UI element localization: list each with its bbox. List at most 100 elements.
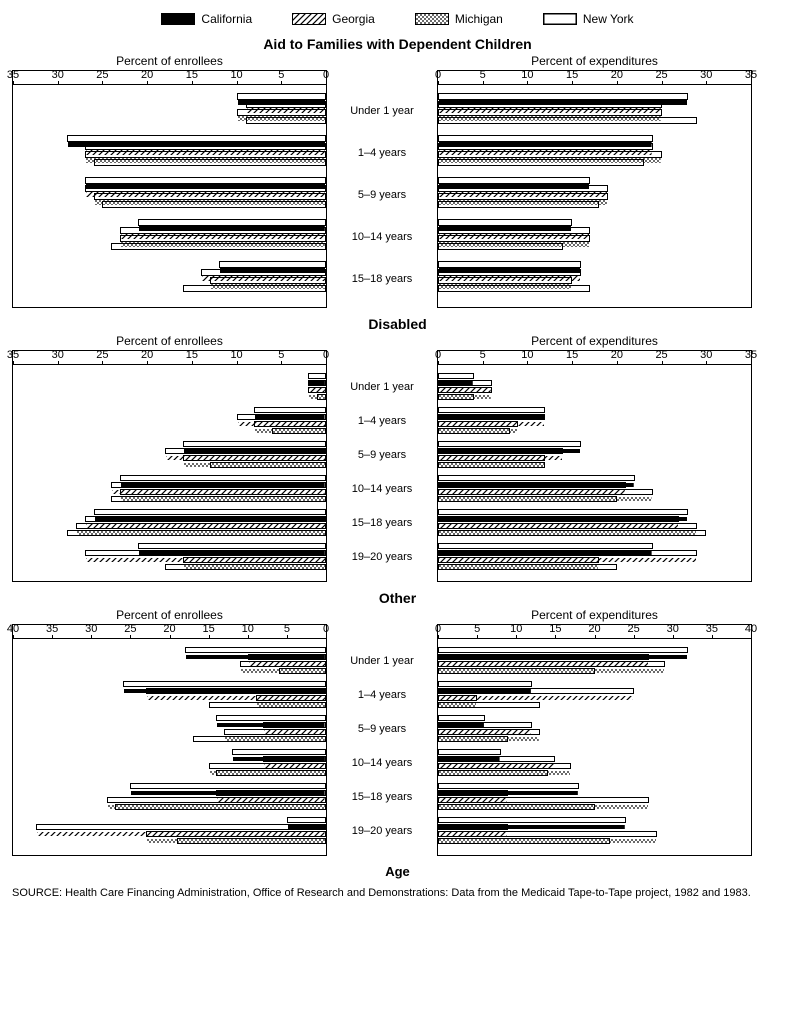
- bar: [438, 101, 662, 108]
- bar: [438, 380, 492, 386]
- tick-label: 25: [96, 349, 108, 361]
- tick-label: 0: [435, 69, 441, 81]
- tick-label: 5: [278, 69, 284, 81]
- bar: [438, 421, 518, 427]
- category-label: 19–20 years: [327, 540, 437, 574]
- bar: [263, 722, 326, 728]
- tick-label: 10: [230, 349, 242, 361]
- bar: [438, 550, 697, 556]
- tick-label: 35: [7, 69, 19, 81]
- category-label: Under 1 year: [327, 90, 437, 132]
- tick-label: 35: [706, 623, 718, 635]
- tick-label: 0: [323, 349, 329, 361]
- bar: [438, 185, 608, 192]
- bar: [115, 804, 326, 810]
- bar: [438, 482, 626, 488]
- axis-title-right: Percent of expenditures: [437, 608, 752, 624]
- bar: [237, 414, 326, 420]
- bar: [85, 185, 326, 192]
- bar: [185, 647, 326, 653]
- bar: [438, 523, 697, 529]
- bar: [308, 373, 326, 379]
- bar: [438, 509, 688, 515]
- bar: [130, 783, 326, 789]
- tick-label: 10: [510, 623, 522, 635]
- bar: [438, 243, 563, 250]
- bar: [438, 783, 579, 789]
- axis-ticks: 0510152025303540: [438, 625, 751, 639]
- swatch-diag: [292, 13, 326, 25]
- bar: [224, 729, 326, 735]
- bar: [246, 101, 326, 108]
- bar: [438, 756, 555, 762]
- tick-label: 15: [186, 69, 198, 81]
- bar: [438, 702, 540, 708]
- bar: [438, 373, 474, 379]
- chart-left: 0510152025303540: [12, 624, 327, 856]
- bar: [438, 407, 545, 413]
- bar: [438, 428, 510, 434]
- bar: [94, 509, 327, 515]
- tick-label: 0: [435, 349, 441, 361]
- bar: [438, 93, 688, 100]
- legend-label: New York: [583, 12, 634, 26]
- bar: [272, 428, 326, 434]
- axis-ticks: 05101520253035: [13, 351, 326, 365]
- tick-label: 25: [124, 623, 136, 635]
- bar: [438, 722, 532, 728]
- bar: [438, 681, 532, 687]
- bar: [209, 763, 326, 769]
- bar: [183, 441, 326, 447]
- bar: [111, 482, 326, 488]
- bar: [120, 489, 326, 495]
- tick-label: 10: [521, 349, 533, 361]
- bar: [438, 117, 697, 124]
- bar: [438, 817, 626, 823]
- axis-title-left: Percent of enrollees: [12, 54, 327, 70]
- category-label: 10–14 years: [327, 472, 437, 506]
- bar: [438, 654, 649, 660]
- tick-label: 20: [141, 69, 153, 81]
- bar: [138, 543, 326, 549]
- bar: [438, 201, 599, 208]
- bar: [183, 557, 326, 563]
- bar: [438, 770, 548, 776]
- category-label: Under 1 year: [327, 644, 437, 678]
- bar: [216, 770, 326, 776]
- chart-left: 05101520253035: [12, 70, 327, 308]
- bar: [256, 695, 326, 701]
- bar: [438, 838, 610, 844]
- category-labels: Under 1 year1–4 years5–9 years10–14 year…: [327, 350, 437, 582]
- bar: [183, 285, 326, 292]
- tick-label: 10: [230, 69, 242, 81]
- bar: [438, 695, 477, 701]
- bar: [438, 109, 662, 116]
- axis-title-left: Percent of enrollees: [12, 334, 327, 350]
- tick-label: 20: [611, 69, 623, 81]
- category-label: 5–9 years: [327, 438, 437, 472]
- legend-item-georgia: Georgia: [292, 12, 375, 26]
- category-label: 1–4 years: [327, 678, 437, 712]
- bar: [254, 421, 326, 427]
- tick-label: 15: [566, 69, 578, 81]
- bar: [438, 543, 653, 549]
- panel: Aid to Families with Dependent ChildrenP…: [12, 36, 783, 308]
- axis-ticks: 05101520253035: [438, 71, 751, 85]
- bar: [263, 756, 326, 762]
- bar: [438, 489, 653, 495]
- bar: [138, 219, 326, 226]
- category-label: 15–18 years: [327, 780, 437, 814]
- tick-label: 40: [7, 623, 19, 635]
- chart-left: 05101520253035: [12, 350, 327, 582]
- tick-label: 0: [435, 623, 441, 635]
- chart-right: 05101520253035: [437, 70, 752, 308]
- bar: [438, 414, 545, 420]
- bar: [438, 557, 599, 563]
- bar: [120, 227, 326, 234]
- category-label: 10–14 years: [327, 216, 437, 258]
- bar: [438, 530, 706, 536]
- category-label: 1–4 years: [327, 132, 437, 174]
- tick-label: 30: [52, 349, 64, 361]
- bar: [438, 688, 634, 694]
- chart-right: 0510152025303540: [437, 624, 752, 856]
